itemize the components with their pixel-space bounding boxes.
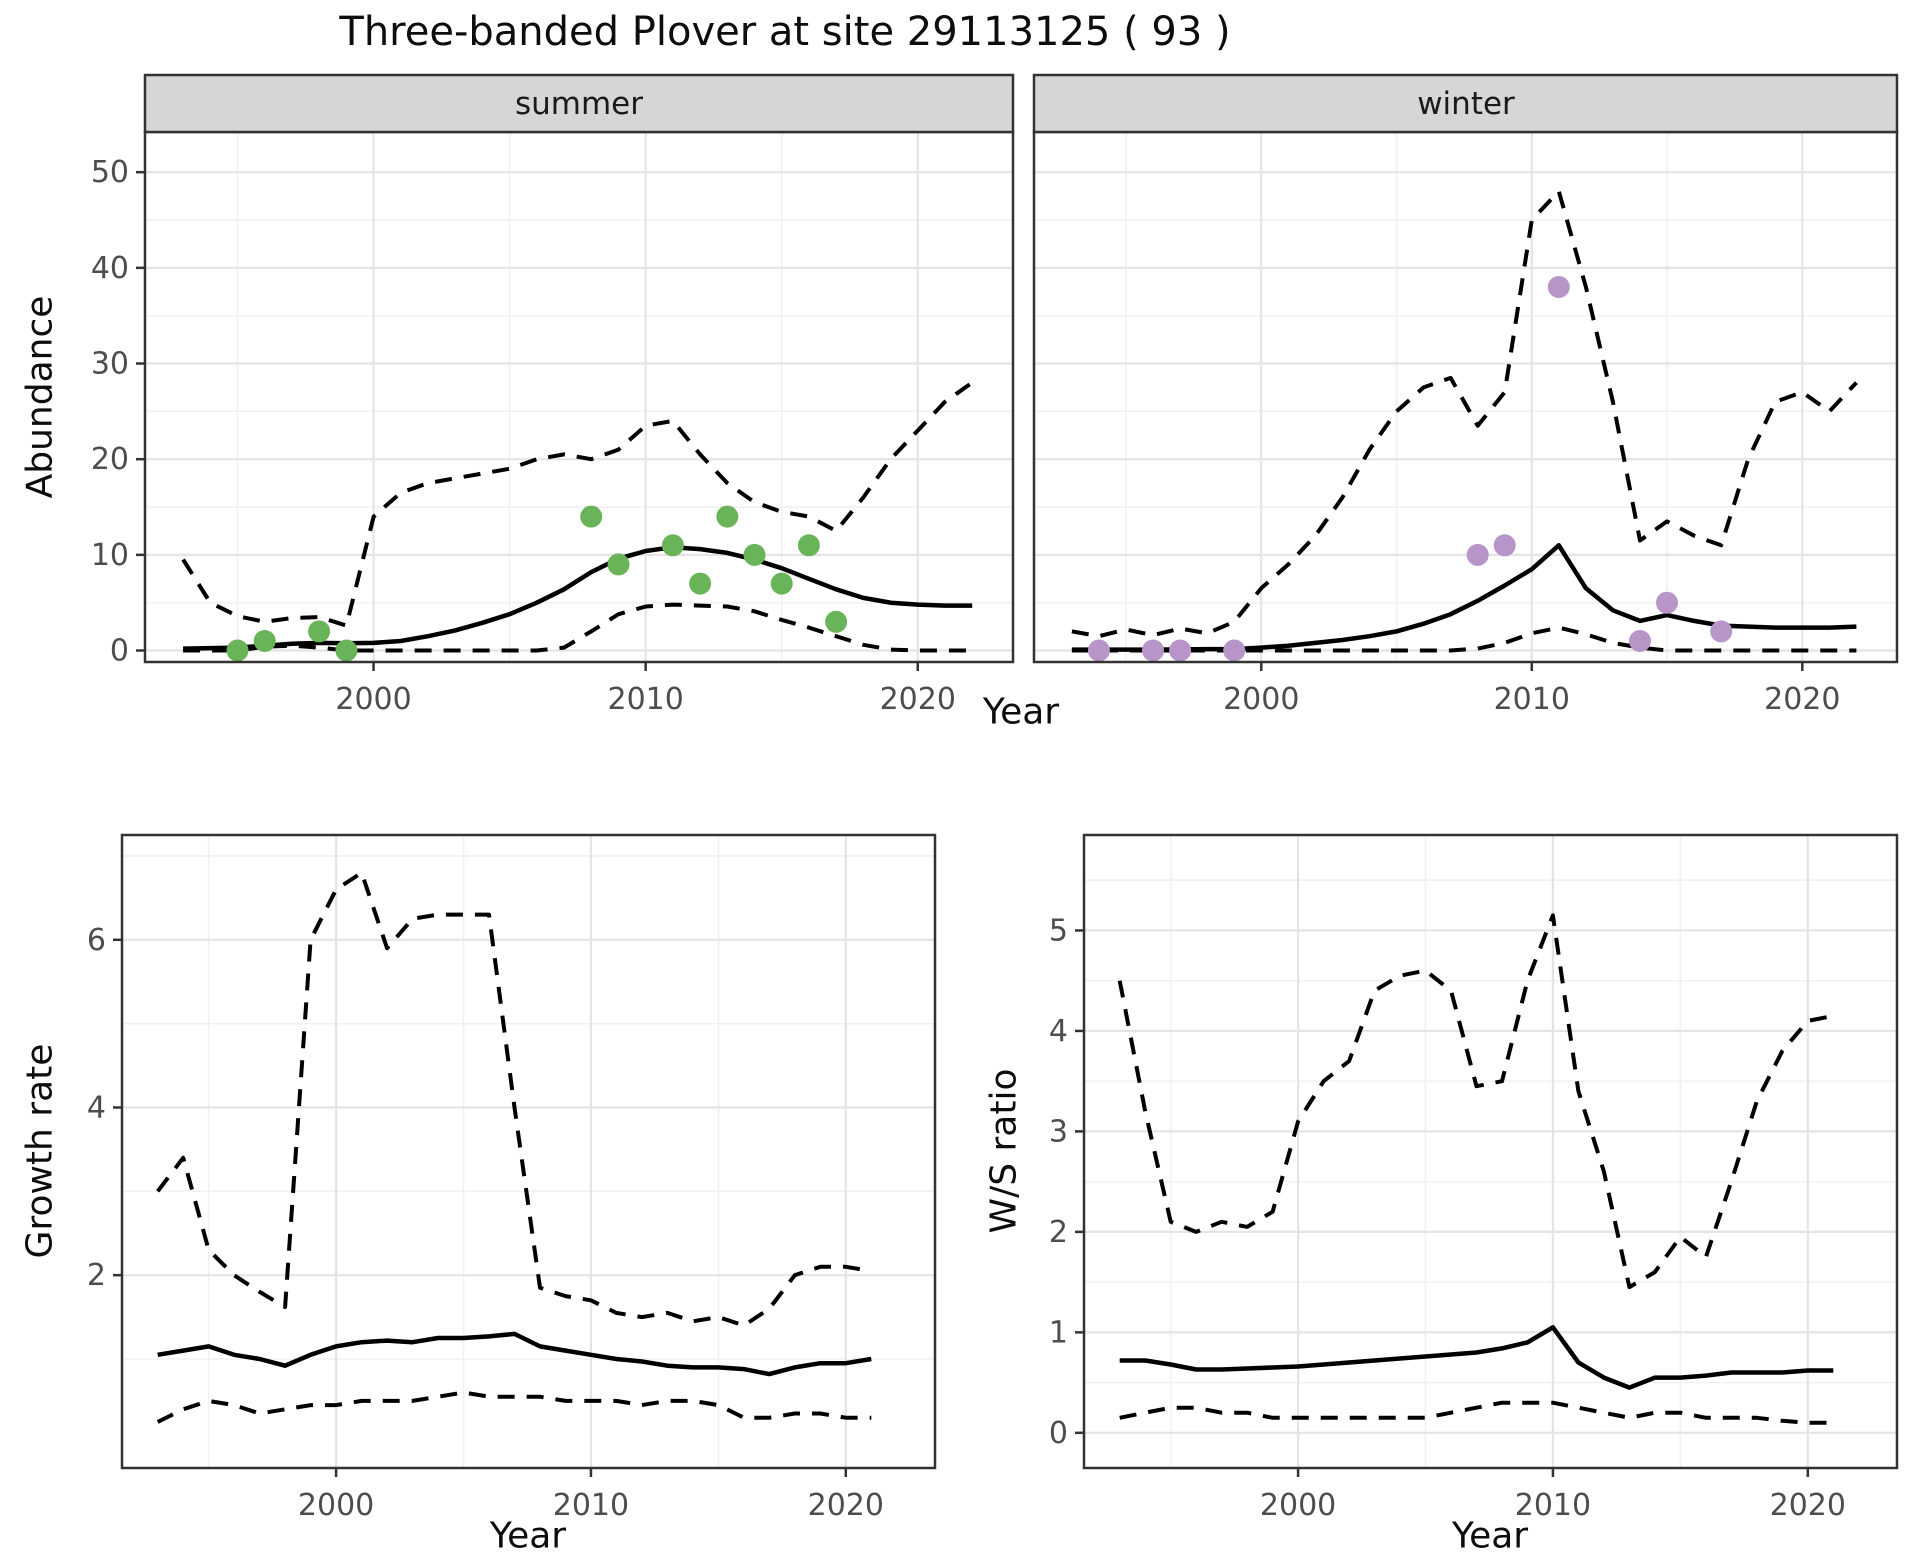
growth-rate-x-tick-label: 2000 [298, 1488, 374, 1523]
panel-growth-rate: 2000 2010 2020 2 4 6 [87, 833, 937, 1523]
summer-abundance-lower_ci-line [183, 602, 973, 653]
x-axis-title-year-growth: Year [489, 1515, 567, 1557]
summer-abundance-observed-point [607, 553, 630, 576]
ws-ratio-gridlines [1084, 835, 1897, 1468]
summer-abundance-observed-point [226, 639, 249, 662]
growth-rate-axis-ticks: 2000 2010 2020 2 4 6 [87, 923, 884, 1523]
summer-abundance-upper_ci-line [181, 380, 974, 628]
winter-abundance-x-tick-label: 2000 [1223, 682, 1299, 717]
ws-ratio-x-tick-label: 2010 [1515, 1488, 1591, 1523]
summer-abundance-observed-point [770, 572, 793, 595]
winter-abundance-gridlines [1034, 132, 1897, 662]
ws-ratio-upper_ci-line [1117, 913, 1834, 1290]
growth-rate-y-tick-label: 6 [87, 923, 106, 958]
y-axis-title-abundance: Abundance [19, 295, 61, 499]
summer-abundance-observed-point [580, 505, 603, 528]
y-axis-title-growth-rate: Growth rate [19, 1043, 61, 1259]
ws-ratio-y-tick-label: 3 [1049, 1114, 1068, 1149]
winter-abundance-observed-points [1087, 276, 1733, 662]
winter-abundance-observed-point [1142, 639, 1164, 662]
summer-abundance-observed-point [661, 534, 684, 557]
winter-abundance-observed-point [1547, 276, 1570, 298]
growth-rate-border [120, 833, 937, 1470]
summer-abundance-facet-strip [143, 73, 1015, 134]
winter-abundance-observed-point [1466, 543, 1489, 566]
ws-ratio-axis-ticks: 2000 2010 2020 0 1 2 3 4 5 [1049, 913, 1846, 1523]
ws-ratio-y-tick-label: 5 [1049, 913, 1068, 948]
ws-ratio-y-tick-label: 2 [1049, 1215, 1068, 1250]
summer-abundance-x-tick-label: 2010 [607, 682, 683, 717]
summer-abundance-x-tick-label: 2000 [335, 682, 411, 717]
summer-abundance-observed-point [335, 639, 358, 662]
winter-abundance-x-tick-label: 2020 [1764, 682, 1840, 717]
winter-abundance-observed-point [1169, 639, 1192, 662]
summer-abundance-y-tick-label: 10 [91, 538, 129, 573]
x-axis-title-year-ws: Year [1451, 1515, 1529, 1557]
summer-abundance-y-tick-label: 30 [91, 347, 129, 382]
ws-ratio-border [1082, 833, 1899, 1470]
chart-title: Three-banded Plover at site 29113125 ( 9… [339, 9, 1231, 55]
growth-rate-y-tick-label: 2 [87, 1258, 106, 1293]
growth-rate-lower_ci-line [156, 1390, 872, 1424]
panel-winter-abundance: 2000 2010 2020 [1032, 73, 1899, 717]
summer-abundance-observed-point [825, 610, 848, 633]
ws-ratio-x-tick-label: 2020 [1770, 1488, 1846, 1523]
winter-abundance-observed-point [1087, 639, 1110, 662]
winter-abundance-observed-point [1710, 620, 1733, 643]
summer-abundance-observed-point [689, 572, 712, 595]
ws-ratio-y-tick-label: 1 [1049, 1315, 1068, 1350]
ws-ratio-y-tick-label: 4 [1049, 1014, 1068, 1049]
ws-ratio-y-tick-label: 0 [1049, 1416, 1068, 1451]
summer-abundance-gridlines [145, 132, 1013, 662]
facet-strip-label-summer: summer [514, 86, 644, 122]
summer-abundance-x-tick-label: 2020 [880, 682, 956, 717]
y-axis-title-ws-ratio: W/S ratio [983, 1068, 1025, 1234]
growth-rate-median-line [157, 1331, 872, 1377]
panel-ws-ratio: 2000 2010 2020 0 1 2 3 4 5 [1049, 833, 1899, 1523]
winter-abundance-observed-point [1629, 630, 1651, 652]
x-axis-title-year-top: Year [982, 691, 1060, 733]
winter-abundance-facet-strip [1032, 73, 1899, 134]
summer-abundance-observed-point [716, 505, 739, 528]
growth-rate-x-tick-label: 2010 [553, 1488, 629, 1523]
ws-ratio-x-tick-label: 2000 [1260, 1488, 1336, 1523]
winter-abundance-observed-point [1493, 534, 1516, 557]
growth-rate-upper_ci-line [156, 870, 872, 1328]
summer-abundance-median-line [183, 544, 973, 651]
ws-ratio-median-line [1119, 1325, 1834, 1390]
summer-abundance-observed-point [253, 630, 276, 652]
summer-abundance-y-tick-label: 50 [91, 155, 129, 190]
summer-abundance-observed-point [308, 620, 331, 643]
winter-abundance-observed-point [1656, 591, 1678, 614]
winter-abundance-axis-ticks: 2000 2010 2020 [1223, 662, 1840, 717]
summer-abundance-observed-point [797, 534, 820, 557]
growth-rate-y-tick-label: 4 [87, 1090, 106, 1125]
panel-summer-abundance: 2000 2010 2020 0 10 20 30 40 50 [91, 73, 1015, 717]
summer-abundance-axis-ticks: 2000 2010 2020 0 10 20 30 40 50 [91, 155, 956, 717]
summer-abundance-y-tick-label: 20 [91, 442, 129, 477]
winter-abundance-upper_ci-line [1071, 189, 1858, 639]
winter-abundance-observed-point [1223, 639, 1246, 662]
summer-abundance-observed-points [226, 505, 848, 662]
summer-abundance-observed-point [743, 543, 766, 566]
summer-abundance-y-tick-label: 0 [110, 634, 129, 669]
ws-ratio-lower_ci-line [1119, 1400, 1834, 1425]
growth-rate-x-tick-label: 2020 [808, 1488, 884, 1523]
winter-abundance-x-tick-label: 2010 [1494, 682, 1570, 717]
facet-strip-label-winter: winter [1417, 86, 1515, 122]
summer-abundance-y-tick-label: 40 [91, 251, 129, 286]
